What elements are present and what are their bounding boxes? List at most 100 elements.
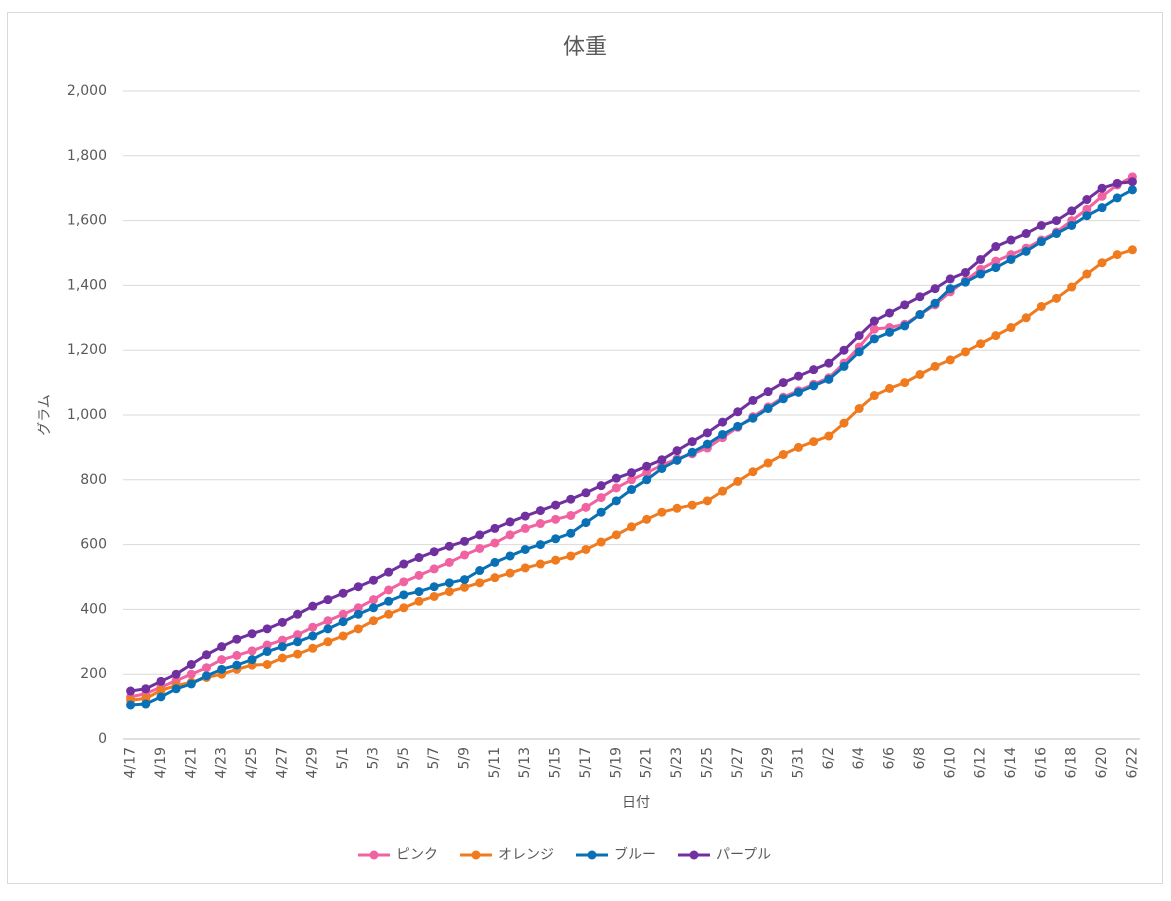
data-point (1036, 301, 1046, 311)
data-point (945, 284, 955, 294)
data-point (171, 669, 181, 679)
data-point (293, 609, 303, 619)
data-point (277, 635, 287, 645)
data-point (960, 267, 970, 277)
data-point (976, 269, 986, 279)
chart-frame (7, 12, 1163, 884)
data-point (672, 446, 682, 456)
x-tick-label: 6/8 (912, 747, 928, 770)
data-point (793, 371, 803, 381)
data-point (368, 595, 378, 605)
data-point (1127, 245, 1137, 255)
data-point (156, 692, 166, 702)
data-point (702, 439, 712, 449)
legend-label: オレンジ (498, 847, 554, 863)
data-point (642, 475, 652, 485)
x-tick-label: 6/16 (1033, 747, 1049, 779)
data-point (930, 284, 940, 294)
legend-label: パープル (716, 847, 771, 863)
data-point (429, 582, 439, 592)
x-tick-label: 6/12 (973, 747, 989, 778)
data-point (566, 528, 576, 538)
data-point (460, 536, 470, 546)
data-point (763, 387, 773, 397)
data-point (353, 603, 363, 613)
data-point (885, 327, 895, 337)
data-point (429, 591, 439, 601)
y-tick-label: 1,000 (67, 407, 107, 423)
data-point (1021, 229, 1031, 239)
data-point (930, 298, 940, 308)
data-point (520, 511, 530, 521)
x-tick-label: 4/29 (305, 747, 321, 778)
data-point (930, 361, 940, 371)
data-point (262, 647, 272, 657)
data-point (217, 642, 227, 652)
data-point (611, 530, 621, 540)
data-point (1052, 216, 1062, 226)
data-point (293, 630, 303, 640)
y-tick-label: 1,400 (67, 277, 107, 293)
y-tick-label: 400 (80, 601, 107, 617)
data-point (839, 418, 849, 428)
data-point (399, 590, 409, 600)
data-point (1112, 250, 1122, 260)
data-point (247, 646, 257, 656)
x-tick-label: 6/20 (1094, 747, 1110, 778)
data-point (232, 650, 242, 660)
data-point (839, 361, 849, 371)
data-point (1082, 195, 1092, 205)
data-point (186, 659, 196, 669)
data-point (748, 467, 758, 477)
data-point (915, 310, 925, 320)
data-point (611, 483, 621, 493)
data-point (945, 355, 955, 365)
data-point (414, 570, 424, 580)
data-point (581, 544, 591, 554)
data-point (444, 578, 454, 588)
y-tick-label: 800 (80, 472, 107, 488)
data-point (247, 629, 257, 639)
data-point (475, 566, 485, 576)
data-point (627, 485, 636, 495)
data-point (323, 637, 333, 647)
data-point (323, 624, 333, 634)
data-point (687, 500, 697, 510)
data-point (657, 507, 667, 517)
data-point (976, 254, 986, 264)
data-point (809, 365, 819, 375)
data-point (505, 551, 515, 561)
data-point (520, 523, 530, 533)
data-point (217, 664, 227, 674)
x-tick-label: 6/10 (942, 747, 958, 778)
data-point (1097, 191, 1107, 201)
data-point (1067, 220, 1077, 230)
x-tick-label: 5/15 (548, 747, 564, 778)
data-point (201, 663, 211, 673)
data-point (1097, 258, 1107, 268)
data-point (1112, 193, 1122, 203)
data-point (1082, 211, 1092, 221)
data-point (1021, 313, 1031, 323)
data-point (1127, 177, 1137, 187)
data-point (854, 404, 864, 414)
data-point (277, 642, 287, 652)
data-point (520, 544, 530, 554)
data-point (414, 553, 424, 563)
data-point (460, 582, 470, 592)
data-point (535, 540, 545, 550)
x-tick-label: 4/21 (183, 747, 199, 778)
data-point (520, 563, 530, 573)
data-point (1006, 323, 1016, 333)
x-tick-label: 5/31 (790, 747, 806, 778)
data-point (733, 476, 743, 486)
data-point (505, 568, 515, 578)
data-point (915, 370, 925, 379)
x-tick-label: 5/17 (578, 747, 594, 778)
x-tick-label: 6/6 (882, 747, 898, 770)
data-point (809, 381, 819, 391)
data-point (778, 378, 788, 388)
legend-marker (689, 850, 699, 860)
y-tick-label: 200 (80, 666, 107, 682)
data-point (475, 543, 485, 553)
